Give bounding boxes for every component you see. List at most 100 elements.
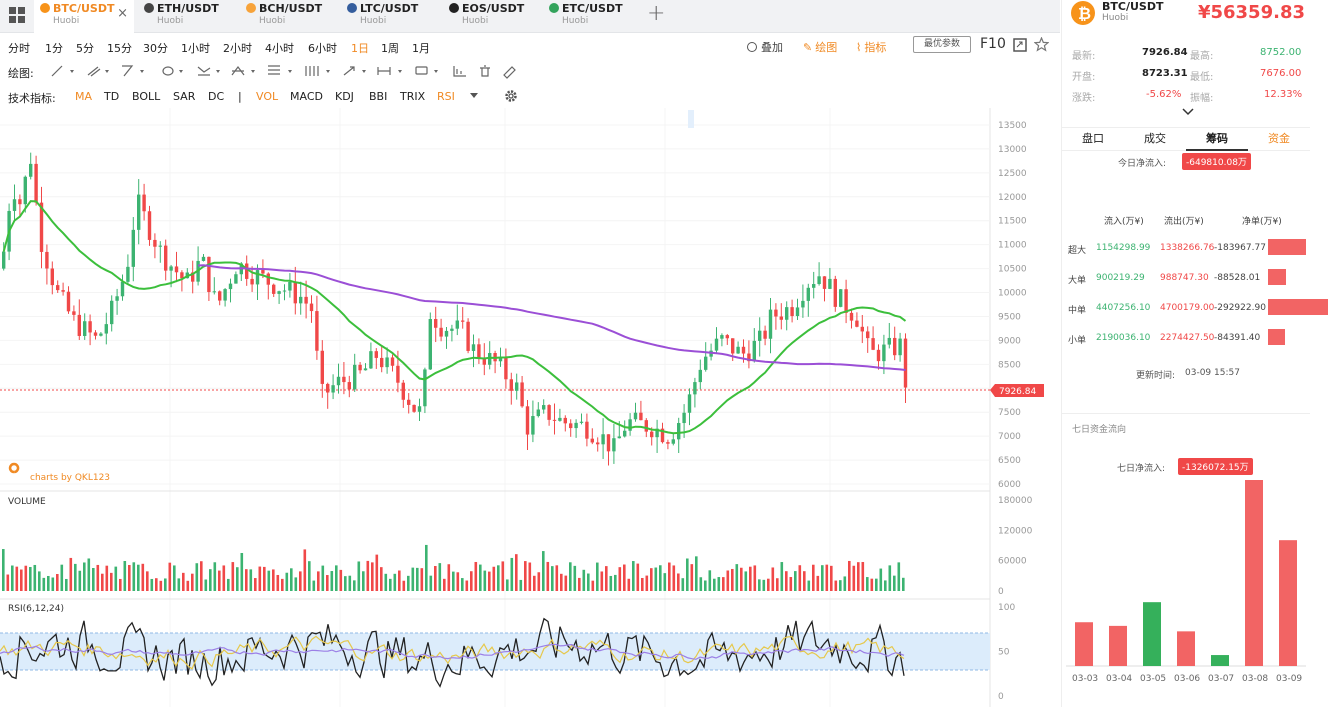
fib-tool-icon <box>268 65 280 75</box>
subtab-3[interactable]: 资金 <box>1268 132 1290 145</box>
price-tick: 10500 <box>998 265 1027 275</box>
flow-row-in: 4407256.10 <box>1096 303 1151 313</box>
timeframe-2[interactable]: 5分 <box>76 42 94 55</box>
tab-symbol: EOS/USDT <box>449 2 543 15</box>
price-tick: 9500 <box>998 312 1021 322</box>
draw-button[interactable]: ✎ 绘图 <box>803 39 837 55</box>
timeframe-11[interactable]: 1月 <box>412 42 430 55</box>
indicator-sar[interactable]: SAR <box>173 90 196 103</box>
pair-tab-bar: BTC/USDT Huobi × ETH/USDT Huobi BCH/USDT Huobi… <box>0 0 1060 33</box>
timeframe-9[interactable]: 1日 <box>351 42 369 55</box>
seven-day-bar <box>1075 622 1093 666</box>
pair-tab-etc-usdt[interactable]: ETC/USDT Huobi <box>543 0 643 33</box>
flow-row-name: 中单 <box>1068 306 1087 316</box>
seven-day-bar <box>1143 602 1161 666</box>
subtab-2[interactable]: 筹码 <box>1206 132 1228 145</box>
tab-exchange: Huobi <box>562 16 589 26</box>
price-tick: 7000 <box>998 432 1021 442</box>
subtab-0[interactable]: 盘口 <box>1082 132 1104 145</box>
volume-tick: 60000 <box>998 557 1027 567</box>
indicators-row: 技术指标: MA TD BOLL SAR DC | VOL MACD KDJ BBI TRIX RSI <box>0 85 1060 107</box>
indicator-sep: | <box>238 90 242 103</box>
timeframe-10[interactable]: 1周 <box>381 42 399 55</box>
tab-exchange: Huobi <box>157 16 184 26</box>
add-tab-icon[interactable]: + <box>647 1 666 26</box>
price-chart[interactable]: 1350013000125001200011500110001050010000… <box>0 108 1060 707</box>
timeframe-6[interactable]: 2小时 <box>223 42 252 55</box>
low-label: 最低: <box>1190 72 1214 83</box>
timeframe-0[interactable]: 分时 <box>8 42 30 55</box>
amplitude-value: 12.33% <box>1264 89 1303 100</box>
price-tick: 9000 <box>998 336 1021 346</box>
tab-symbol: BCH/USDT <box>246 2 340 15</box>
indicator-dc[interactable]: DC <box>208 90 225 103</box>
timeframe-4[interactable]: 30分 <box>143 42 168 55</box>
bitcoin-logo-icon: ₿ <box>1071 1 1095 25</box>
volume-tick: 180000 <box>998 496 1033 506</box>
rsi-tick: 0 <box>998 692 1004 702</box>
change-value: -5.62% <box>1146 89 1182 100</box>
close-tab-icon[interactable]: × <box>117 6 128 21</box>
chevron-down-icon[interactable] <box>1182 108 1194 116</box>
indicator-vol[interactable]: VOL <box>256 90 279 103</box>
indicator-chart-icon: ⌇ <box>856 41 862 54</box>
f10-button[interactable]: F10 <box>980 36 1006 52</box>
high-value: 8752.00 <box>1260 47 1302 58</box>
chart-gridlines <box>0 108 991 707</box>
indicator-ma[interactable]: MA <box>75 90 93 103</box>
seven-day-bar <box>1211 655 1229 666</box>
indicator-rsi[interactable]: RSI <box>437 90 455 103</box>
volume-bars <box>2 544 905 591</box>
flow-row-net-bar <box>1268 329 1285 345</box>
grid-menu-icon[interactable] <box>8 6 26 24</box>
price-tick: 6000 <box>998 480 1021 490</box>
pair-tab-ltc-usdt[interactable]: LTC/USDT Huobi <box>341 0 441 33</box>
subtab-active-indicator <box>1186 149 1248 151</box>
pair-tab-eos-usdt[interactable]: EOS/USDT Huobi <box>443 0 543 33</box>
timeframe-7[interactable]: 4小时 <box>265 42 294 55</box>
seven-day-bar <box>1279 540 1297 666</box>
subtab-1[interactable]: 成交 <box>1144 132 1166 145</box>
indicator-trix[interactable]: TRIX <box>400 90 426 103</box>
fullscreen-icon[interactable] <box>1013 38 1027 52</box>
tab-exchange: Huobi <box>360 16 387 26</box>
price-tick: 6500 <box>998 456 1021 466</box>
indicator-td[interactable]: TD <box>104 90 120 103</box>
timeframe-3[interactable]: 15分 <box>107 42 132 55</box>
chart-tool-icon <box>453 66 466 77</box>
update-time-value: 03-09 15:57 <box>1185 368 1240 378</box>
indicator-bbi[interactable]: BBI <box>369 90 388 103</box>
timeframe-8[interactable]: 6小时 <box>308 42 337 55</box>
flow-row-name: 超大 <box>1068 246 1087 256</box>
price-tick: 8500 <box>998 360 1021 370</box>
timeframe-5[interactable]: 1小时 <box>181 42 210 55</box>
indicator-macd[interactable]: MACD <box>290 90 323 103</box>
flow-row-out: 988747.30 <box>1160 273 1209 283</box>
timeframe-1[interactable]: 1分 <box>45 42 63 55</box>
header-exchange: Huobi <box>1102 13 1129 23</box>
rsi-tick: 50 <box>998 648 1010 658</box>
seven-day-date: 03-09 <box>1276 674 1302 684</box>
flow-row-net-bar <box>1268 299 1328 315</box>
indicator-boll[interactable]: BOLL <box>132 90 161 103</box>
pair-tab-bch-usdt[interactable]: BCH/USDT Huobi <box>240 0 340 33</box>
overlay-button[interactable]: 叠加 <box>747 39 783 55</box>
drawing-tools-row: 绘图: <box>0 60 1060 82</box>
pair-tab-eth-usdt[interactable]: ETH/USDT Huobi <box>138 0 238 33</box>
bitcoin-icon <box>40 3 50 13</box>
settings-gear-icon[interactable] <box>504 89 518 103</box>
pair-tab-btc-usdt[interactable]: BTC/USDT Huobi × <box>34 0 134 33</box>
star-favorite-icon[interactable] <box>1034 37 1049 52</box>
indicator-kdj[interactable]: KDJ <box>335 90 354 103</box>
indicator-dropdown-icon[interactable] <box>470 93 478 99</box>
ellipse-tool-icon <box>162 66 174 76</box>
indicator-button[interactable]: ⌇ 指标 <box>856 39 886 55</box>
qkl-logo-icon <box>8 462 20 474</box>
ethereum-icon <box>144 3 154 13</box>
header-price: ¥56359.83 <box>1197 2 1305 23</box>
best-params-button[interactable]: 最优参数 <box>913 36 971 53</box>
price-tick: 10000 <box>998 289 1027 299</box>
parallel-line-tool-icon <box>87 66 101 77</box>
trash-icon <box>480 65 490 77</box>
